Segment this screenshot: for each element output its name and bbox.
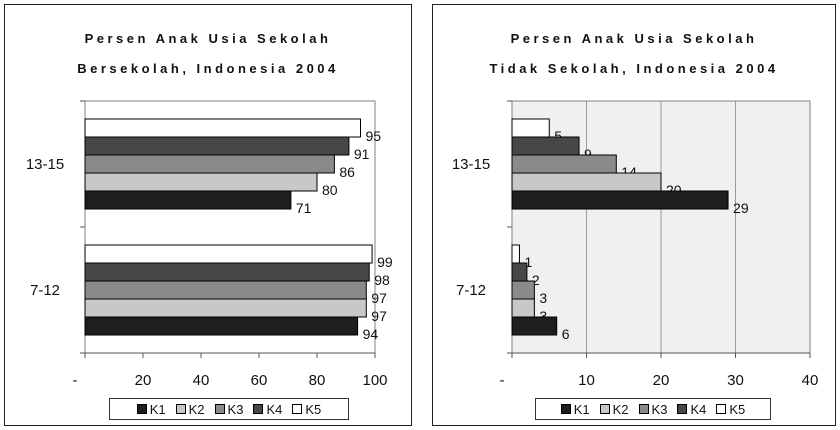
data-label: 71 bbox=[296, 200, 312, 216]
legend-label: K3 bbox=[651, 401, 668, 417]
bar-k2 bbox=[84, 172, 318, 192]
data-label: 29 bbox=[733, 200, 749, 216]
legend-swatch bbox=[175, 404, 186, 414]
legend-item-k4: K4 bbox=[253, 402, 282, 417]
data-label: 98 bbox=[374, 272, 390, 288]
legend-item-k2: K2 bbox=[599, 401, 629, 417]
legend-swatch bbox=[599, 404, 610, 414]
data-label: 95 bbox=[366, 128, 382, 144]
bar-k1 bbox=[84, 190, 292, 210]
x-tick-label: 40 bbox=[193, 372, 210, 389]
bar-k3 bbox=[511, 280, 535, 300]
data-label: 3 bbox=[539, 308, 547, 324]
bar-k5 bbox=[84, 244, 373, 264]
category-label: 7-12 bbox=[30, 282, 60, 299]
legend-label: K4 bbox=[690, 401, 707, 417]
legend-item-k2: K2 bbox=[175, 401, 205, 417]
chart-panel-tidak-sekolah: Persen Anak Usia Sekolah Tidak Sekolah, … bbox=[432, 4, 836, 426]
legend-swatch bbox=[677, 404, 688, 414]
legend-label: K3 bbox=[227, 401, 244, 417]
chart-panel-bersekolah: Persen Anak Usia Sekolah Bersekolah, Ind… bbox=[4, 4, 412, 426]
data-label: 2 bbox=[532, 272, 540, 288]
legend-item-k4: K4 bbox=[677, 402, 706, 417]
legend-swatch bbox=[560, 404, 571, 414]
legend-item-k1: K1 bbox=[560, 401, 590, 417]
legend-swatch bbox=[253, 404, 264, 414]
legend-label: K1 bbox=[573, 401, 590, 417]
legend-label: K5 bbox=[729, 401, 746, 417]
bar-k5 bbox=[511, 244, 520, 264]
bar-k2 bbox=[511, 298, 535, 318]
bar-k3 bbox=[84, 280, 367, 300]
data-label: 80 bbox=[322, 182, 338, 198]
legend-item-k3: K3 bbox=[638, 401, 668, 417]
data-label: 6 bbox=[562, 326, 570, 342]
x-tick-label: - bbox=[73, 372, 78, 389]
legend-swatch bbox=[292, 404, 303, 414]
category-label: 13-15 bbox=[452, 156, 490, 173]
legend-item-k5: K5 bbox=[716, 402, 745, 417]
legend-swatch bbox=[214, 404, 225, 414]
legend-item-k3: K3 bbox=[214, 401, 244, 417]
chart-title-line-1: Persen Anak Usia Sekolah bbox=[510, 31, 758, 46]
chart-legend: K1 K2 K3 K4 K5 bbox=[109, 398, 349, 420]
x-tick-label: 10 bbox=[578, 372, 595, 389]
data-label: 97 bbox=[371, 308, 387, 324]
data-label: 3 bbox=[539, 290, 547, 306]
bar-k4 bbox=[84, 262, 370, 282]
bar-k2 bbox=[84, 298, 367, 318]
legend-item-k1: K1 bbox=[136, 401, 166, 417]
legend-label: K1 bbox=[149, 401, 166, 417]
x-tick-label: 30 bbox=[727, 372, 744, 389]
bar-k3 bbox=[511, 154, 617, 174]
data-label: 86 bbox=[339, 164, 355, 180]
bar-k3 bbox=[84, 154, 335, 174]
bar-k2 bbox=[511, 172, 662, 192]
chart-title-line-2: Tidak Sekolah, Indonesia 2004 bbox=[489, 61, 779, 76]
x-tick-label: 80 bbox=[309, 372, 326, 389]
data-label: 97 bbox=[371, 290, 387, 306]
legend-swatch bbox=[136, 404, 147, 414]
x-tick-label: - bbox=[500, 372, 505, 389]
bar-k4 bbox=[511, 136, 580, 156]
chart-legend: K1 K2 K3 K4 K5 bbox=[535, 398, 771, 420]
bar-k1 bbox=[511, 190, 729, 210]
x-tick-label: 40 bbox=[802, 372, 819, 389]
data-label: 9 bbox=[584, 146, 592, 162]
legend-label: K4 bbox=[266, 401, 283, 417]
legend-label: K5 bbox=[305, 401, 322, 417]
category-label: 7-12 bbox=[456, 282, 486, 299]
chart-title-line-2: Bersekolah, Indonesia 2004 bbox=[77, 61, 339, 76]
bar-k1 bbox=[511, 316, 558, 336]
x-tick-label: 20 bbox=[653, 372, 670, 389]
x-tick-label: 60 bbox=[251, 372, 268, 389]
category-label: 13-15 bbox=[26, 156, 64, 173]
x-tick-label: 20 bbox=[135, 372, 152, 389]
data-label: 91 bbox=[354, 146, 370, 162]
legend-label: K2 bbox=[612, 401, 629, 417]
data-label: 5 bbox=[554, 128, 562, 144]
data-label: 99 bbox=[377, 254, 393, 270]
bar-k4 bbox=[84, 136, 350, 156]
legend-swatch bbox=[716, 404, 727, 414]
bar-k4 bbox=[511, 262, 528, 282]
data-label: 94 bbox=[363, 326, 379, 342]
bar-k5 bbox=[84, 118, 361, 138]
legend-item-k5: K5 bbox=[292, 402, 321, 417]
bar-k5 bbox=[511, 118, 550, 138]
x-tick-label: 100 bbox=[362, 372, 387, 389]
chart-title-line-1: Persen Anak Usia Sekolah bbox=[84, 31, 332, 46]
legend-label: K2 bbox=[188, 401, 205, 417]
bar-k1 bbox=[84, 316, 359, 336]
legend-swatch bbox=[638, 404, 649, 414]
data-label: 1 bbox=[524, 254, 532, 270]
